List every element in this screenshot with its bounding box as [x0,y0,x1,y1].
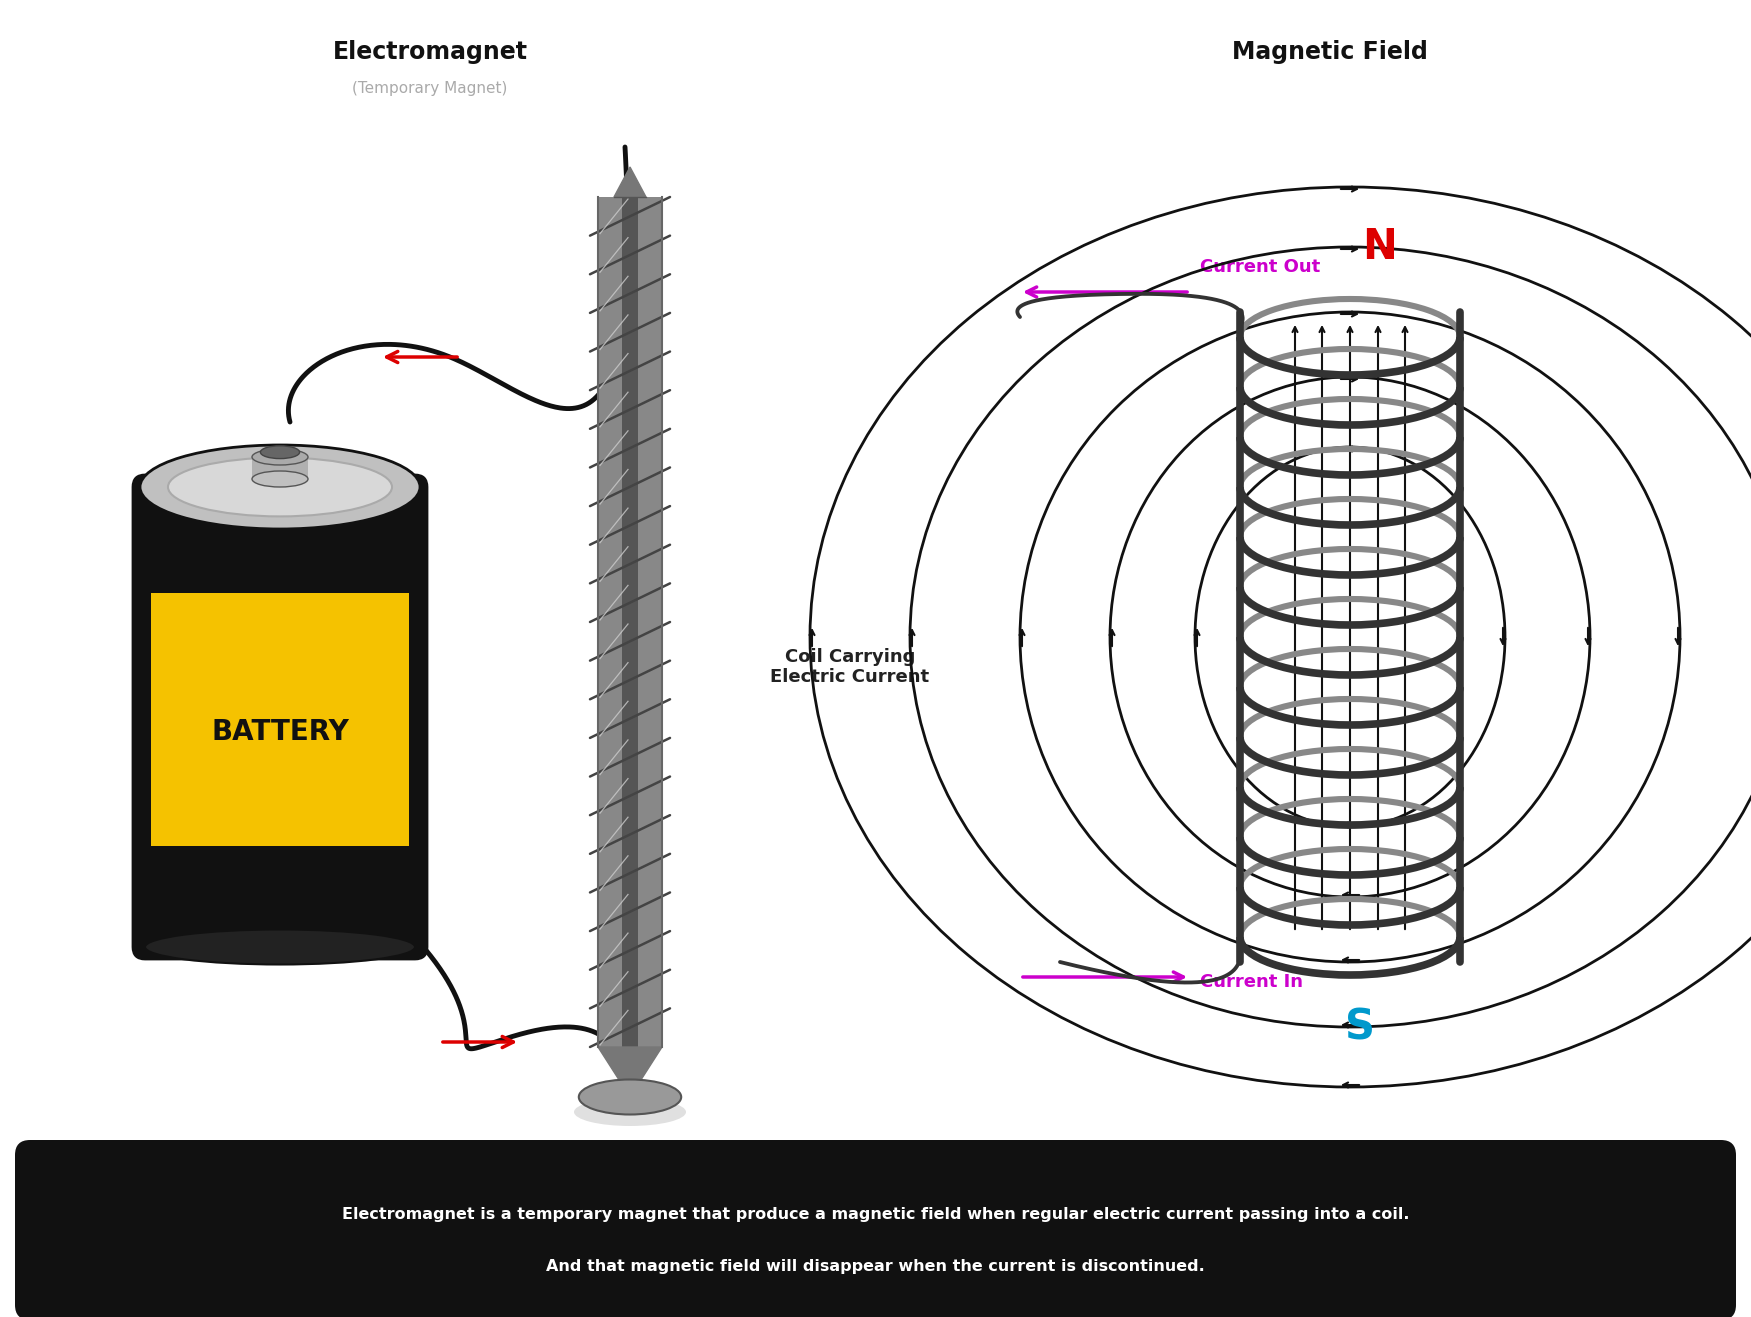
Bar [599,198,662,1047]
Text: Electromagnet is a temporary magnet that produce a magnetic field when regular e: Electromagnet is a temporary magnet that… [341,1208,1410,1222]
Text: Current In: Current In [1199,973,1303,990]
Polygon shape [615,167,646,198]
Text: And that magnetic field will disappear when the current is discontinued.: And that magnetic field will disappear w… [546,1259,1205,1275]
Ellipse shape [574,1098,686,1126]
Bar [151,593,410,846]
Text: Current Out: Current Out [1199,258,1320,277]
Text: Electromagnet: Electromagnet [333,40,527,65]
Polygon shape [599,1047,662,1097]
Ellipse shape [580,1080,681,1114]
Bar [252,457,308,479]
FancyBboxPatch shape [133,475,427,959]
Ellipse shape [261,445,299,458]
Ellipse shape [252,449,308,465]
Text: (Temporary Magnet): (Temporary Magnet) [352,82,508,96]
Ellipse shape [140,445,420,529]
Ellipse shape [252,471,308,487]
Ellipse shape [168,457,392,516]
Text: S: S [1345,1006,1375,1048]
Text: Magnetic Field: Magnetic Field [1233,40,1427,65]
Text: N: N [1362,227,1397,267]
FancyBboxPatch shape [16,1141,1735,1317]
Text: BATTERY: BATTERY [212,718,348,745]
Text: Coil Carrying
Electric Current: Coil Carrying Electric Current [770,648,930,686]
Bar [622,198,637,1047]
Ellipse shape [145,930,415,964]
